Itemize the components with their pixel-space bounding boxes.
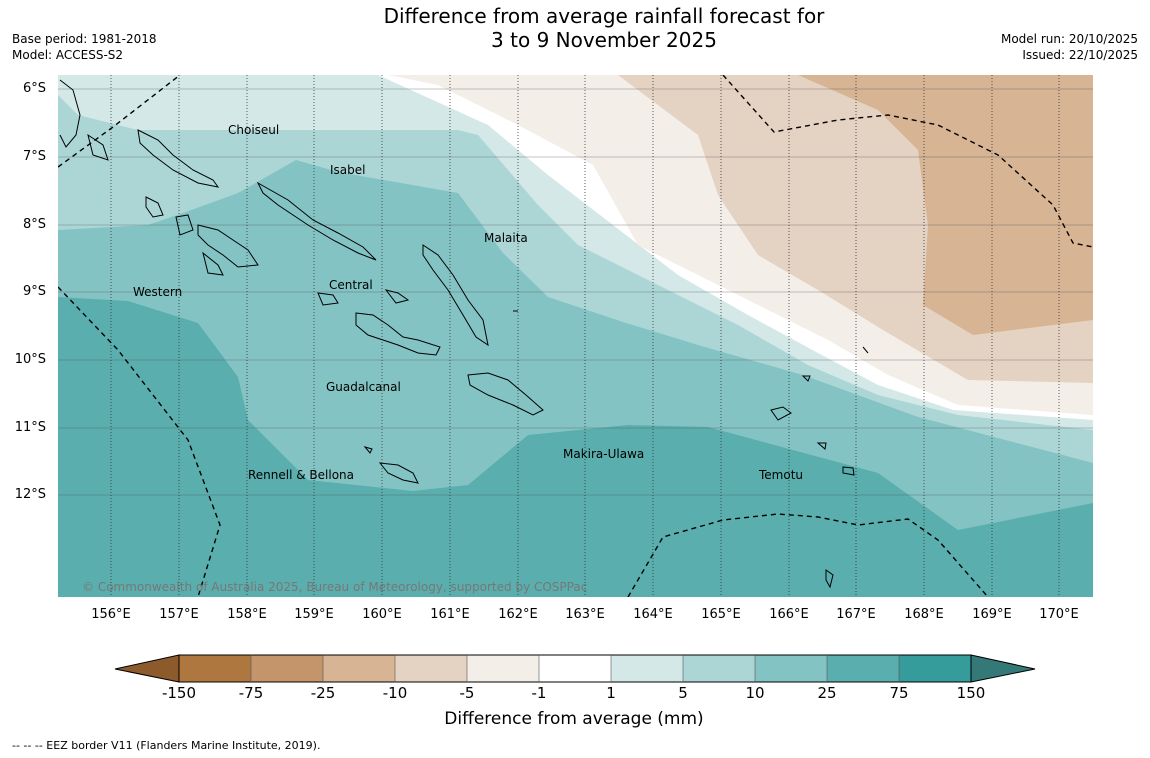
latitude-gridlines — [58, 88, 1093, 496]
colorbar — [114, 654, 1036, 683]
colorbar-segment-over — [970, 654, 1036, 683]
colorbar-tick-label: 10 — [745, 684, 765, 702]
colorbar-dividers — [250, 655, 900, 682]
rennell-coast — [378, 462, 419, 484]
colorbar-segment — [395, 655, 467, 682]
lon-label: 162°E — [498, 607, 538, 622]
model-run: Model run: 20/10/2025 — [1000, 32, 1138, 46]
place-label-choiseul: Choiseul — [228, 123, 280, 137]
lat-label: 11°S — [14, 420, 46, 435]
colorbar-tick-label: -1 — [531, 684, 547, 702]
place-label-rennell-bellona: Rennell & Bellona — [248, 468, 355, 482]
anuta-coast — [825, 569, 834, 589]
colorbar-segment — [827, 655, 899, 682]
colorbar-title: Difference from average (mm) — [444, 709, 704, 729]
russell-islands-coast — [384, 289, 410, 304]
colorbar-tick-label: -10 — [382, 684, 408, 702]
guadalcanal-coast — [355, 312, 441, 356]
place-label-makira-ulawa: Makira-Ulawa — [563, 447, 645, 461]
colorbar-segment — [611, 655, 683, 682]
colorbar-tick-label: -25 — [310, 684, 336, 702]
lon-label: 159°E — [294, 607, 334, 622]
lat-label: 8°S — [22, 217, 46, 232]
place-label-western: Western — [133, 285, 183, 299]
eez-footnote: -- -- -- EEZ border V11 (Flanders Marine… — [12, 739, 321, 752]
lat-label: 12°S — [14, 487, 46, 502]
lon-label: 163°E — [565, 607, 605, 622]
place-label-central: Central — [329, 278, 373, 292]
colorbar-outline — [178, 654, 972, 683]
bellona-coast — [363, 446, 373, 454]
colorbar-segment — [899, 655, 971, 682]
rainfall-map — [58, 75, 1093, 597]
base-period: Base period: 1981-2018 — [12, 32, 157, 46]
reef-islands-coast — [801, 375, 811, 382]
lon-label: 158°E — [227, 607, 267, 622]
colorbar-segment — [539, 655, 611, 682]
makira-coast — [467, 372, 544, 416]
isabel-coast — [256, 181, 377, 261]
duff-islands-coast — [862, 346, 869, 354]
rendova-coast — [202, 251, 224, 276]
kolombangara-coast — [175, 214, 194, 236]
map-title: Difference from average rainfall forecas… — [300, 4, 908, 52]
vanikoro-coast — [816, 442, 827, 450]
colorbar-segment — [755, 655, 827, 682]
santa-cruz-coast — [770, 406, 792, 421]
nggela-coast — [317, 292, 339, 306]
colorbar-segment — [323, 655, 395, 682]
colorbar-segment — [251, 655, 323, 682]
map-canvas — [58, 75, 1093, 597]
colorbar-segment — [179, 655, 251, 682]
lon-label: 161°E — [430, 607, 470, 622]
malaita-coast — [422, 244, 489, 347]
new-georgia-coast — [197, 224, 259, 268]
contour-minus10-minus25 — [798, 75, 1093, 335]
title-line-1: Difference from average rainfall forecas… — [383, 4, 825, 28]
bougainville-south-coast — [87, 133, 109, 161]
place-label-temotu: Temotu — [759, 468, 804, 482]
lon-label: 168°E — [904, 607, 944, 622]
lon-label: 169°E — [972, 607, 1012, 622]
colorbar-tick-label: 1 — [606, 684, 616, 702]
meta-left: Base period: 1981-2018 Model: ACCESS-S2 — [12, 31, 157, 63]
place-label-malaita: Malaita — [484, 231, 528, 245]
lon-label: 166°E — [769, 607, 809, 622]
lon-label: 170°E — [1039, 607, 1079, 622]
lon-label: 164°E — [633, 607, 673, 622]
vella-lavella-coast — [145, 196, 164, 218]
bougainville-coast — [59, 79, 81, 148]
longitude-gridlines — [110, 75, 1060, 597]
colorbar-tick-label: -75 — [238, 684, 264, 702]
lon-label: 167°E — [836, 607, 876, 622]
copyright-notice: © Commonwealth of Australia 2025, Bureau… — [82, 580, 588, 594]
colorbar-segment — [683, 655, 755, 682]
lat-label: 10°S — [14, 352, 46, 367]
issued-date: Issued: 22/10/2025 — [1022, 48, 1138, 62]
colorbar-tick-label: 150 — [956, 684, 986, 702]
lat-label: 9°S — [22, 284, 46, 299]
place-label-isabel: Isabel — [330, 163, 366, 177]
lon-label: 165°E — [701, 607, 741, 622]
lat-label: 6°S — [22, 81, 46, 96]
colorbar-tick-label: -150 — [161, 684, 197, 702]
lat-label: 7°S — [22, 149, 46, 164]
colorbar-segment — [467, 655, 539, 682]
title-line-2: 3 to 9 November 2025 — [491, 28, 717, 52]
place-label-guadalcanal: Guadalcanal — [326, 380, 401, 394]
colorbar-tick-label: 25 — [817, 684, 837, 702]
utupua-coast — [842, 466, 855, 476]
coastlines — [59, 79, 869, 589]
colorbar-tick-label: 5 — [678, 684, 688, 702]
lon-label: 157°E — [159, 607, 199, 622]
lon-label: 160°E — [362, 607, 402, 622]
colorbar-tick-label: 75 — [889, 684, 909, 702]
colorbar-segment-under — [114, 654, 180, 683]
eez-border-lines — [58, 75, 1093, 597]
choiseul-coast — [137, 129, 220, 188]
meta-right: Model run: 20/10/2025 Issued: 22/10/2025 — [1001, 31, 1138, 63]
model-name: Model: ACCESS-S2 — [12, 48, 124, 62]
colorbar-tick-label: -5 — [459, 684, 475, 702]
lon-label: 156°E — [91, 607, 131, 622]
